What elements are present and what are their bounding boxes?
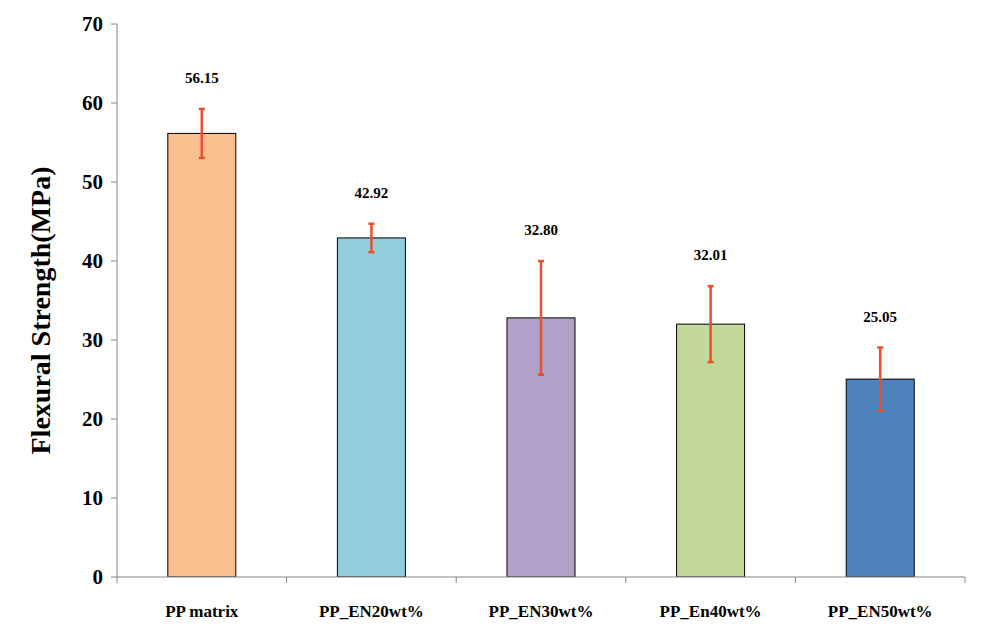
error-bar	[199, 109, 205, 158]
error-bar	[368, 224, 374, 252]
error-cap	[368, 222, 374, 225]
error-bar	[877, 348, 883, 411]
error-cap	[538, 374, 544, 377]
y-tick-label: 60	[82, 91, 103, 115]
y-tick	[111, 498, 117, 499]
y-tick-label: 70	[82, 12, 103, 36]
data-label: 56.15	[185, 70, 219, 86]
y-tick	[111, 419, 117, 420]
data-label: 32.01	[694, 247, 728, 263]
x-tick-label: PP_EN30wt%	[489, 602, 594, 621]
y-tick-label: 20	[82, 407, 103, 431]
bar	[168, 133, 236, 577]
data-label: 42.92	[355, 185, 389, 201]
data-label: 25.05	[863, 309, 897, 325]
y-tick	[111, 577, 117, 578]
plot-marks	[168, 109, 914, 577]
x-tick	[286, 577, 287, 583]
bar	[677, 324, 745, 577]
error-bar	[538, 261, 544, 375]
error-stem	[370, 224, 373, 252]
error-cap	[538, 260, 544, 263]
x-tick	[625, 577, 626, 583]
y-tick-label: 0	[93, 565, 104, 589]
error-cap	[368, 251, 374, 254]
error-bar	[708, 286, 714, 362]
x-tick-label: PP_En40wt%	[660, 602, 762, 621]
error-cap	[199, 157, 205, 160]
error-cap	[199, 108, 205, 111]
error-cap	[708, 285, 714, 288]
error-stem	[201, 109, 204, 158]
y-tick-label: 30	[82, 328, 103, 352]
x-axis-line	[117, 577, 965, 578]
error-cap	[877, 409, 883, 412]
y-tick-label: 10	[82, 486, 103, 510]
x-tick-label: PP_EN50wt%	[828, 602, 933, 621]
y-tick-label: 40	[82, 249, 103, 273]
bar	[337, 238, 405, 577]
x-tick	[795, 577, 796, 583]
error-stem	[879, 348, 882, 411]
y-tick	[111, 261, 117, 262]
x-tick	[456, 577, 457, 583]
error-stem	[540, 261, 543, 375]
y-tick	[111, 24, 117, 25]
x-tick	[117, 577, 118, 583]
y-tick	[111, 340, 117, 341]
error-cap	[708, 361, 714, 364]
y-tick	[111, 103, 117, 104]
chart-container: 56.15 42.92 32.80 32.01 25.05 0 10 20 30 40 50 60 70…	[0, 0, 981, 641]
x-tick-label: PP matrix	[165, 602, 239, 621]
y-axis-line	[117, 24, 118, 577]
x-tick-label: PP_EN20wt%	[319, 602, 424, 621]
y-tick	[111, 182, 117, 183]
error-cap	[877, 346, 883, 349]
data-label: 32.80	[524, 222, 558, 238]
y-axis-label: Flexural Strength(MPa)	[25, 167, 56, 455]
error-stem	[709, 286, 712, 362]
chart-svg: 56.15 42.92 32.80 32.01 25.05 0 10 20 30 40 50 60 70…	[0, 0, 981, 641]
y-tick-label: 50	[82, 170, 103, 194]
x-tick	[965, 577, 966, 583]
